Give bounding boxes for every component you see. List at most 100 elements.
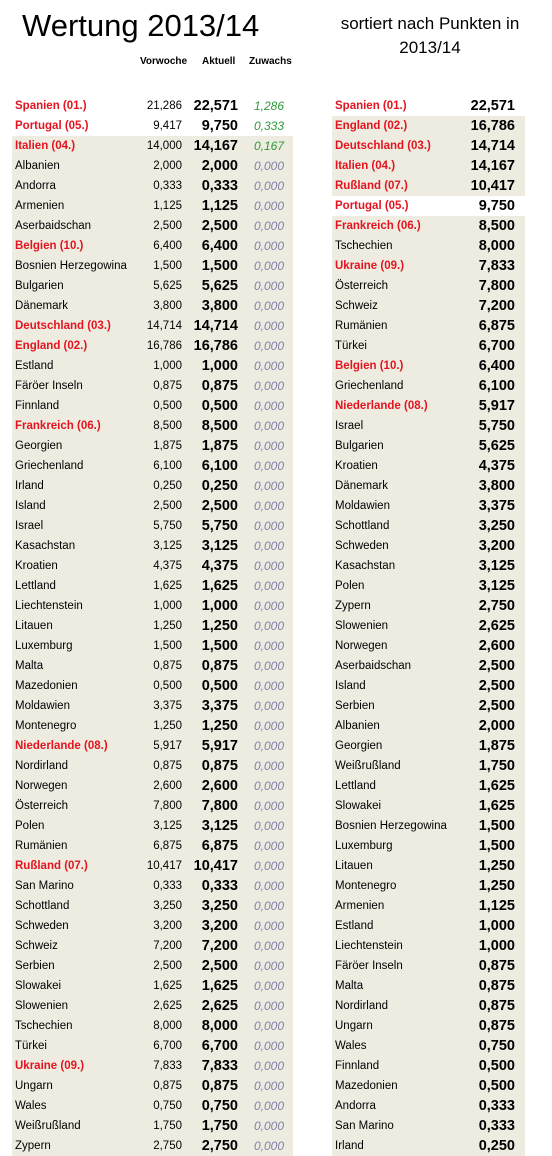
current-value: 1,750 <box>201 1118 238 1134</box>
table-row: Griechenland 6,100 <box>332 376 525 396</box>
current-value: 5,625 <box>201 278 238 294</box>
gain-value: 0,000 <box>253 539 284 553</box>
current-value: 14,714 <box>193 318 238 334</box>
current-value: 5,917 <box>201 738 238 754</box>
table-row: Polen 3,125 3,125 0,000 <box>12 816 293 836</box>
previous-week-value: 1,125 <box>153 200 182 212</box>
table-row: Türkei 6,700 6,700 0,000 <box>12 1036 293 1056</box>
country-name: Rumänien <box>15 840 68 852</box>
country-name: Wales <box>15 1100 47 1112</box>
current-value: 5,917 <box>478 398 515 414</box>
current-value: 4,375 <box>478 458 515 474</box>
current-value: 0,875 <box>201 758 238 774</box>
current-value: 6,700 <box>201 1038 238 1054</box>
table-row: Andorra 0,333 0,333 0,000 <box>12 176 293 196</box>
table-row: Luxemburg 1,500 <box>332 836 525 856</box>
previous-week-value: 1,250 <box>153 720 182 732</box>
gain-value: 0,000 <box>253 639 284 653</box>
table-row: Liechtenstein 1,000 1,000 0,000 <box>12 596 293 616</box>
current-value: 2,500 <box>478 698 515 714</box>
gain-value: 0,000 <box>253 479 284 493</box>
gain-value: 0,000 <box>253 939 284 953</box>
previous-week-value: 3,250 <box>153 900 182 912</box>
previous-week-value: 1,500 <box>153 260 182 272</box>
current-value: 2,500 <box>201 498 238 514</box>
country-name: Armenien <box>15 200 65 212</box>
gain-value: 0,000 <box>253 1139 284 1153</box>
gain-value: 0,000 <box>253 279 284 293</box>
gain-value: 0,000 <box>253 659 284 673</box>
current-value: 2,625 <box>201 998 238 1014</box>
table-row: Aserbaidschan 2,500 2,500 0,000 <box>12 216 293 236</box>
previous-week-value: 3,375 <box>153 700 182 712</box>
previous-week-value: 1,875 <box>153 440 182 452</box>
current-value: 2,500 <box>201 958 238 974</box>
current-value: 1,250 <box>201 718 238 734</box>
table-row: Wales 0,750 <box>332 1036 525 1056</box>
table-row: Irland 0,250 0,250 0,000 <box>12 476 293 496</box>
current-value: 8,500 <box>478 218 515 234</box>
previous-week-value: 21,286 <box>146 100 182 112</box>
table-row: Italien (04.) 14,167 <box>332 156 525 176</box>
current-value: 0,250 <box>201 478 238 494</box>
country-name: Georgien <box>15 440 63 452</box>
table-row: Frankreich (06.) 8,500 8,500 0,000 <box>12 416 293 436</box>
country-name: San Marino <box>15 880 74 892</box>
current-value: 7,800 <box>201 798 238 814</box>
current-value: 1,125 <box>201 198 238 214</box>
previous-week-value: 0,875 <box>153 760 182 772</box>
current-value: 0,333 <box>201 878 238 894</box>
previous-week-value: 1,625 <box>153 980 182 992</box>
current-value: 0,250 <box>478 1138 515 1154</box>
current-value: 1,000 <box>478 938 515 954</box>
table-row: Türkei 6,700 <box>332 336 525 356</box>
current-value: 4,375 <box>201 558 238 574</box>
previous-week-value: 1,000 <box>153 600 182 612</box>
table-row: Albanien 2,000 2,000 0,000 <box>12 156 293 176</box>
gain-value: 0,000 <box>253 899 284 913</box>
previous-week-value: 5,625 <box>153 280 182 292</box>
country-name: Italien (04.) <box>335 160 396 172</box>
current-value: 1,625 <box>201 578 238 594</box>
country-name: Ungarn <box>335 1020 373 1032</box>
previous-week-value: 1,750 <box>153 1120 182 1132</box>
table-row: Rumänien 6,875 6,875 0,000 <box>12 836 293 856</box>
current-value: 0,750 <box>201 1098 238 1114</box>
previous-week-value: 0,875 <box>153 380 182 392</box>
current-value: 7,800 <box>478 278 515 294</box>
previous-week-value: 2,000 <box>153 160 182 172</box>
table-row: Liechtenstein 1,000 <box>332 936 525 956</box>
current-value: 0,500 <box>201 678 238 694</box>
current-value: 1,250 <box>201 618 238 634</box>
table-row: Ungarn 0,875 <box>332 1016 525 1036</box>
current-value: 1,125 <box>478 898 515 914</box>
table-row: Montenegro 1,250 1,250 0,000 <box>12 716 293 736</box>
table-row: Island 2,500 <box>332 676 525 696</box>
table-row: Bulgarien 5,625 <box>332 436 525 456</box>
country-name: Andorra <box>335 1100 376 1112</box>
table-row: Litauen 1,250 1,250 0,000 <box>12 616 293 636</box>
table-row: Belgien (10.) 6,400 6,400 0,000 <box>12 236 293 256</box>
current-value: 0,875 <box>478 1018 515 1034</box>
country-name: Nordirland <box>15 760 69 772</box>
current-value: 0,875 <box>201 658 238 674</box>
table-row: Lettland 1,625 1,625 0,000 <box>12 576 293 596</box>
current-value: 22,571 <box>470 98 515 114</box>
table-row: Montenegro 1,250 <box>332 876 525 896</box>
gain-value: 0,000 <box>253 1119 284 1133</box>
table-row: Niederlande (08.) 5,917 5,917 0,000 <box>12 736 293 756</box>
country-name: Frankreich (06.) <box>335 220 421 232</box>
previous-week-value: 3,800 <box>153 300 182 312</box>
previous-week-value: 3,125 <box>153 820 182 832</box>
table-row: Israel 5,750 <box>332 416 525 436</box>
table-row: Dänemark 3,800 <box>332 476 525 496</box>
gain-value: 0,000 <box>253 299 284 313</box>
current-value: 9,750 <box>478 198 515 214</box>
current-value: 3,800 <box>478 478 515 494</box>
previous-week-value: 5,750 <box>153 520 182 532</box>
current-value: 14,167 <box>193 138 238 154</box>
country-name: Kasachstan <box>15 540 76 552</box>
country-name: Schottland <box>335 520 390 532</box>
country-name: Griechenland <box>15 460 84 472</box>
current-value: 1,625 <box>201 978 238 994</box>
